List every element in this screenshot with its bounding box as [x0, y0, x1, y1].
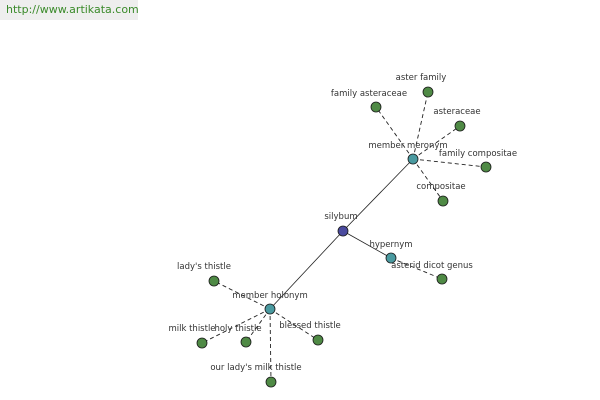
node-label: hypernym: [369, 240, 412, 250]
site-url[interactable]: http://www.artikata.com: [0, 0, 139, 20]
node: [436, 273, 448, 285]
edge: [342, 158, 414, 232]
node-label: holy thistle: [214, 324, 261, 334]
node: [312, 334, 324, 346]
dashed-edge: [412, 91, 429, 160]
node-label: family compositae: [439, 149, 517, 159]
node: [265, 376, 277, 388]
node: [240, 336, 252, 348]
node: [196, 337, 208, 349]
node-label: aster family: [396, 73, 447, 83]
node: [422, 86, 434, 98]
node-label: family asteraceae: [331, 89, 407, 99]
dashed-edge: [412, 125, 461, 160]
node: [480, 161, 492, 173]
dashed-edge: [213, 280, 271, 310]
node: [264, 303, 276, 315]
node: [385, 252, 397, 264]
node-label: asterid dicot genus: [391, 261, 473, 271]
node: [437, 195, 449, 207]
edge: [342, 230, 392, 259]
dashed-edge: [390, 257, 443, 280]
node-label: compositae: [416, 182, 465, 192]
dashed-edge: [269, 308, 319, 341]
dashed-edge: [375, 106, 414, 160]
node: [370, 101, 382, 113]
dashed-edge: [269, 308, 272, 383]
node-label: blessed thistle: [279, 321, 341, 331]
node: [407, 153, 419, 165]
dashed-edge: [201, 308, 271, 344]
node: [454, 120, 466, 132]
dashed-edge: [412, 158, 487, 168]
node-label: silybum: [324, 212, 357, 222]
node-label: lady's thistle: [177, 262, 231, 272]
edge: [269, 230, 344, 310]
dashed-edge: [412, 158, 444, 202]
node: [337, 225, 349, 237]
node-label: member meronym: [368, 141, 447, 151]
node-label: our lady's milk thistle: [210, 363, 301, 373]
node-label: asteraceae: [433, 107, 480, 117]
node-label: milk thistle: [168, 324, 215, 334]
node: [208, 275, 220, 287]
node-label: member holonym: [232, 291, 307, 301]
